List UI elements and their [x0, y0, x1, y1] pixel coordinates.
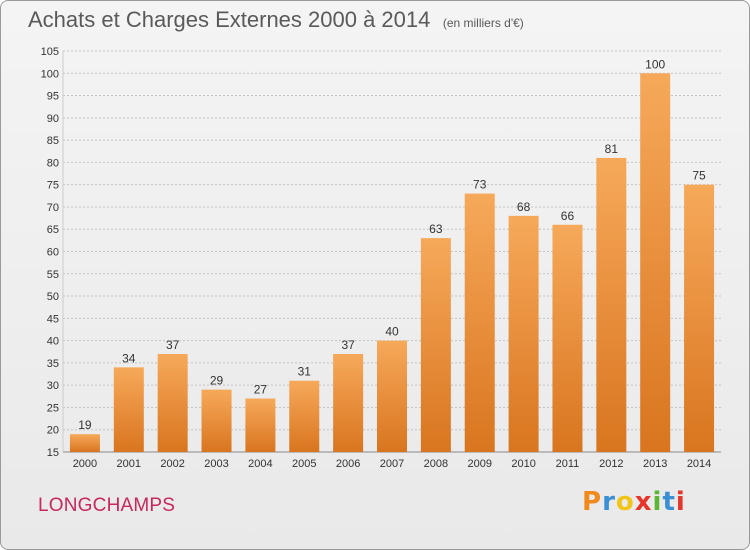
- x-tick-label: 2004: [248, 458, 272, 470]
- y-tick-label: 85: [47, 135, 59, 147]
- x-tick-label: 2014: [687, 458, 711, 470]
- bar-value-label: 31: [298, 365, 312, 379]
- bar-value-label: 27: [254, 383, 268, 397]
- x-tick-label: 2009: [467, 458, 491, 470]
- x-axis: 2000 2001 2002 2003 2004 2005 2006 2007 2008 2009…: [73, 458, 712, 470]
- y-tick-label: 70: [47, 202, 59, 214]
- x-tick-label: 2010: [511, 458, 535, 470]
- bar-value-label: 100: [645, 57, 665, 71]
- logo-letter: t: [662, 487, 676, 517]
- x-tick-label: 2013: [643, 458, 667, 470]
- bar-value-label: 40: [385, 325, 399, 339]
- bar: [113, 367, 144, 452]
- logo-letter: x: [634, 487, 653, 517]
- data-labels: 19 34 37 29 27 31 37 40 63 73 68 66 81 100 75: [78, 57, 706, 432]
- x-tick-label: 2008: [424, 458, 448, 470]
- x-tick-label: 2000: [73, 458, 97, 470]
- x-tick-label: 2006: [336, 458, 360, 470]
- y-tick-label: 45: [47, 313, 59, 325]
- logo-letter: i: [675, 487, 686, 517]
- logo-letter: o: [615, 487, 635, 517]
- y-tick-label: 20: [47, 425, 59, 437]
- chart-title: Achats et Charges Externes 2000 à 2014: [28, 7, 431, 32]
- bar-value-label: 19: [78, 418, 92, 432]
- y-tick-label: 100: [41, 68, 59, 80]
- bar-value-label: 63: [429, 222, 443, 236]
- bar: [640, 73, 671, 453]
- bar: [377, 340, 407, 452]
- bar: [201, 389, 232, 452]
- bar: [596, 157, 627, 452]
- commune-name: LONGCHAMPS: [38, 495, 176, 516]
- bar-value-label: 37: [341, 338, 355, 352]
- bar: [420, 238, 451, 452]
- x-tick-label: 2007: [380, 458, 404, 470]
- y-tick-label: 40: [47, 336, 59, 348]
- bar: [684, 184, 715, 452]
- y-tick-label: 65: [47, 224, 59, 236]
- bar-value-label: 37: [166, 338, 180, 352]
- x-tick-label: 2002: [160, 458, 184, 470]
- bars: [69, 73, 715, 453]
- bar-value-label: 75: [692, 169, 706, 183]
- y-tick-label: 25: [47, 402, 59, 414]
- x-tick-label: 2011: [556, 458, 580, 470]
- logo-letter: r: [602, 487, 616, 517]
- bar: [552, 224, 583, 452]
- chart-unit: (en milliers d'€): [442, 16, 524, 30]
- x-tick-label: 2005: [292, 458, 316, 470]
- bar: [157, 353, 188, 452]
- bar-value-label: 34: [122, 351, 136, 365]
- y-tick-label: 60: [47, 247, 59, 259]
- bar-value-label: 73: [473, 178, 487, 192]
- bar: [333, 353, 364, 452]
- bar: [464, 193, 495, 453]
- title-row: Achats et Charges Externes 2000 à 2014 (…: [28, 7, 524, 33]
- x-tick-label: 2001: [117, 458, 141, 470]
- y-tick-label: 90: [47, 113, 59, 125]
- y-tick-label: 80: [47, 157, 59, 169]
- bar: [508, 215, 539, 452]
- y-tick-label: 50: [47, 291, 59, 303]
- bar-value-label: 66: [561, 209, 575, 223]
- bar: [69, 434, 100, 452]
- y-tick-label: 95: [47, 91, 59, 103]
- y-tick-label: 35: [47, 358, 59, 370]
- bar-value-label: 68: [517, 200, 531, 214]
- y-tick-label: 55: [47, 269, 59, 281]
- logo-letter: P: [582, 487, 603, 517]
- y-tick-label: 105: [41, 46, 59, 58]
- bar-value-label: 29: [210, 374, 224, 388]
- proxiti-logo: Proxiti: [582, 487, 686, 517]
- logo-letter: i: [652, 487, 663, 517]
- bar-value-label: 81: [605, 142, 619, 156]
- x-tick-label: 2012: [599, 458, 623, 470]
- y-axis: 15 20 25 30 35 40 45 50 55 60 65 70 75 80 85 90 95 100 105: [41, 46, 59, 459]
- y-tick-label: 15: [47, 447, 59, 459]
- x-tick-label: 2003: [204, 458, 228, 470]
- bar: [245, 398, 276, 452]
- bar: [289, 380, 320, 452]
- y-tick-label: 75: [47, 180, 59, 192]
- y-tick-label: 30: [47, 380, 59, 392]
